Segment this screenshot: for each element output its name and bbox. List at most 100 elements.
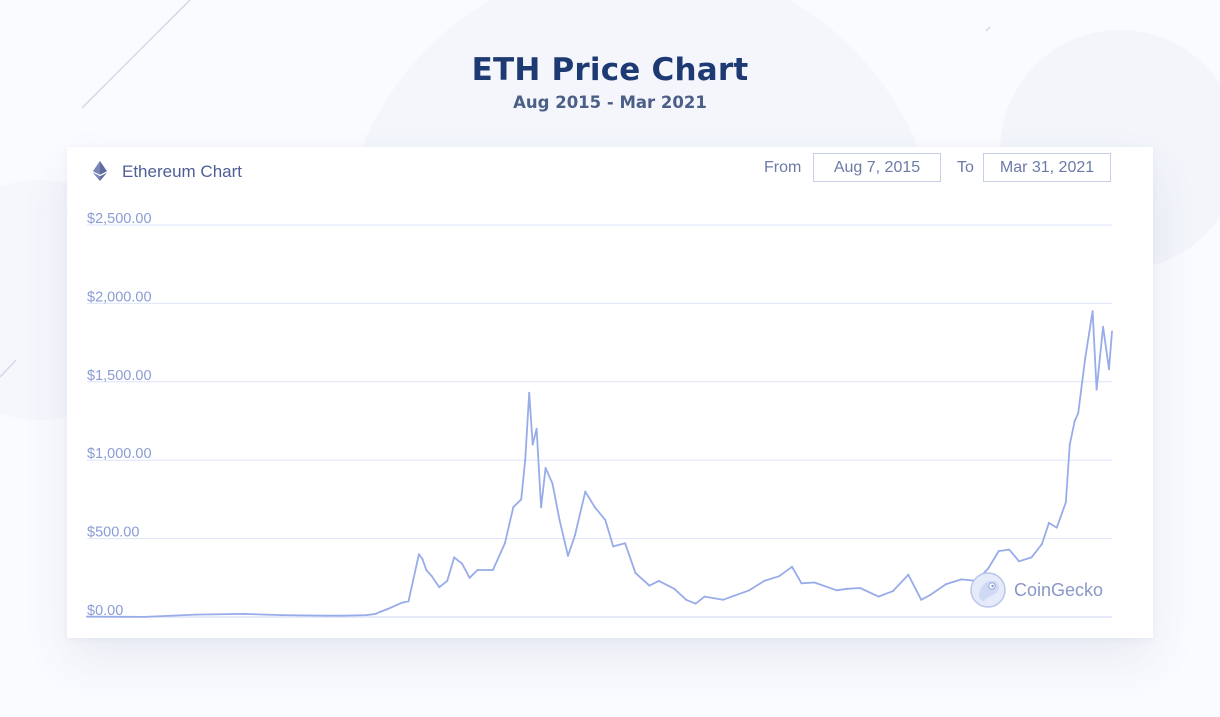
- price-point: [800, 582, 803, 585]
- price-point: [421, 558, 424, 560]
- price-point: [558, 518, 561, 521]
- price-point: [446, 579, 449, 582]
- price-point: [325, 614, 328, 617]
- price-point: [544, 467, 547, 469]
- page-header: ETH Price Chart Aug 2015 - Mar 2021: [0, 52, 1220, 112]
- price-point: [551, 482, 554, 485]
- price-point: [438, 586, 441, 589]
- price-point: [732, 594, 735, 597]
- price-point: [567, 554, 569, 557]
- price-line: [86, 310, 1113, 618]
- price-point: [703, 595, 706, 598]
- price-point: [378, 611, 381, 613]
- price-point: [813, 581, 816, 584]
- price-point: [461, 562, 464, 565]
- price-point: [407, 600, 410, 603]
- price-point: [929, 594, 932, 596]
- price-point: [1102, 325, 1105, 328]
- price-point: [531, 443, 534, 446]
- from-date-input[interactable]: Aug 7, 2015: [813, 153, 941, 182]
- price-point: [791, 565, 793, 568]
- price-point: [143, 615, 146, 618]
- price-point: [535, 427, 538, 430]
- price-point: [491, 569, 494, 571]
- price-point: [385, 608, 388, 611]
- chart-gridlines: [87, 224, 1112, 618]
- y-tick-label: $1,500.00: [87, 368, 152, 384]
- price-point: [476, 569, 479, 571]
- price-point: [1018, 560, 1021, 563]
- price-point: [528, 391, 531, 394]
- price-point: [763, 579, 766, 582]
- price-chart[interactable]: $0.00 $500.00 $1,000.00 $1,500.00 $2,000.00 $…: [67, 197, 1153, 638]
- y-tick-label: $2,000.00: [87, 289, 152, 305]
- price-point: [1073, 420, 1076, 422]
- price-point: [1047, 521, 1050, 524]
- to-label: To: [957, 159, 974, 176]
- price-point: [1108, 368, 1110, 371]
- price-point: [835, 589, 838, 592]
- y-axis-ticks: $0.00 $500.00 $1,000.00 $1,500.00 $2,000.00 $…: [87, 211, 152, 619]
- price-point: [859, 587, 862, 589]
- price-point: [468, 576, 471, 579]
- ethereum-icon: [93, 161, 107, 181]
- price-point: [453, 556, 456, 559]
- price-point: [657, 579, 660, 582]
- price-point: [430, 575, 433, 578]
- y-tick-label: $500.00: [87, 525, 139, 541]
- price-series: [86, 310, 1113, 618]
- page-subtitle: Aug 2015 - Mar 2021: [513, 93, 707, 112]
- price-point: [573, 534, 576, 537]
- chart-card-header: Ethereum Chart From Aug 7, 2015 To Mar 3…: [67, 147, 1153, 197]
- price-point: [1008, 548, 1011, 551]
- price-point: [1084, 357, 1087, 360]
- price-point: [194, 613, 197, 616]
- coingecko-watermark: CoinGecko: [969, 572, 1109, 608]
- price-point: [907, 573, 910, 576]
- price-point: [945, 583, 948, 586]
- price-point: [512, 506, 515, 509]
- price-point: [846, 587, 849, 590]
- price-point: [1095, 388, 1098, 391]
- price-point: [86, 615, 88, 618]
- price-point: [1077, 412, 1080, 415]
- price-point: [242, 612, 245, 615]
- price-point: [1068, 443, 1071, 446]
- price-point: [340, 614, 343, 617]
- price-point: [1111, 330, 1113, 333]
- price-point: [987, 567, 990, 570]
- price-point: [503, 542, 506, 545]
- price-point: [365, 614, 368, 617]
- chart-card: Ethereum Chart From Aug 7, 2015 To Mar 3…: [67, 147, 1153, 638]
- price-point: [1040, 543, 1043, 546]
- watermark-text: CoinGecko: [1014, 580, 1104, 600]
- price-point: [624, 542, 627, 545]
- price-point: [584, 490, 587, 493]
- y-tick-label: $2,500.00: [87, 211, 152, 227]
- price-point: [593, 506, 596, 509]
- price-point: [524, 459, 527, 462]
- price-point: [417, 553, 420, 556]
- to-date-input[interactable]: Mar 31, 2021: [983, 153, 1111, 182]
- price-point: [877, 595, 880, 598]
- price-point: [612, 545, 615, 548]
- price-point: [673, 587, 676, 590]
- price-point: [778, 575, 781, 578]
- coin-name-label: Ethereum Chart: [122, 162, 242, 181]
- price-point: [997, 550, 1000, 553]
- y-tick-label: $0.00: [87, 603, 123, 619]
- price-point: [540, 506, 543, 509]
- price-point: [425, 569, 428, 571]
- price-point: [960, 578, 963, 581]
- price-point: [1030, 556, 1033, 559]
- price-point: [694, 602, 697, 605]
- price-point: [634, 572, 637, 575]
- from-label: From: [764, 159, 802, 176]
- page-title: ETH Price Chart: [471, 52, 749, 88]
- price-point: [520, 498, 523, 501]
- price-point: [748, 589, 751, 592]
- price-point: [1055, 526, 1058, 529]
- price-point: [400, 601, 403, 604]
- price-point: [648, 584, 651, 587]
- price-point: [1091, 310, 1094, 313]
